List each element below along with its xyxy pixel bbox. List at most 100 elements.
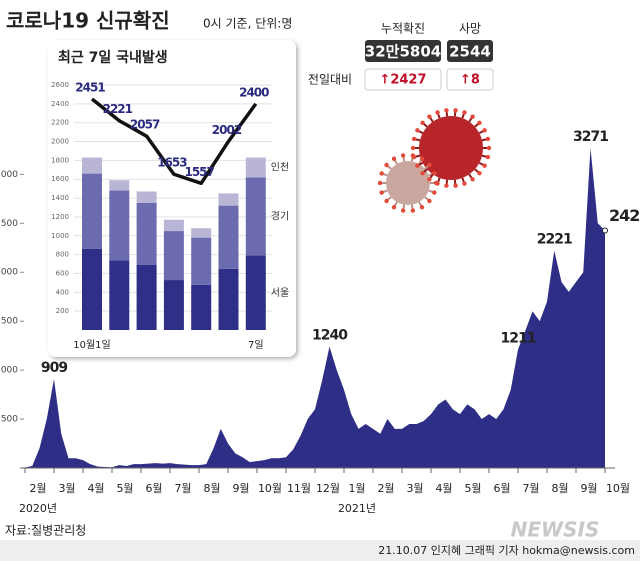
- x-tick-label: 6월: [493, 482, 510, 495]
- virus-spike-tip: [400, 153, 406, 158]
- x-tick-label: 4월: [87, 482, 104, 495]
- virus-spike-tip: [477, 170, 482, 176]
- cumulative-change-box: [364, 68, 442, 91]
- virus-spike-tip: [377, 180, 383, 186]
- cumulative-value: 32만5804: [365, 43, 441, 61]
- x-tick-label: 4월: [435, 482, 452, 495]
- x-tick-label: 10월1일: [73, 339, 111, 351]
- note: 0시 기준, 단위:명: [203, 17, 292, 31]
- main-chart: 500100015002000250030002월2020년3월4월5월6월7월…: [0, 129, 640, 515]
- x-tick-label: 3월: [406, 482, 423, 495]
- virus-spike-tip: [444, 183, 449, 188]
- y-tick-label: 1800: [51, 156, 69, 164]
- virus-spike-tip: [462, 110, 467, 115]
- virus-body: [386, 161, 430, 205]
- virus-spike-tip: [410, 208, 416, 213]
- virus-spike-tip: [435, 110, 440, 115]
- y-tick-label: 2400: [51, 100, 69, 108]
- data-label: 1240: [312, 328, 348, 344]
- y-tick-label: 200: [56, 307, 69, 315]
- virus-spike-tip: [410, 145, 416, 151]
- x-tick-label: 7일: [248, 339, 264, 351]
- x-tick-label: 3월: [58, 482, 75, 495]
- virus-spike-tip: [384, 198, 389, 204]
- virus-spike-tip: [420, 170, 425, 176]
- data-label: 2221: [537, 232, 572, 248]
- virus-spike-tip: [419, 205, 425, 210]
- virus-spike-tip: [485, 154, 491, 160]
- virus-spike-tip: [384, 162, 389, 168]
- y-tick-label: 2600: [51, 81, 69, 89]
- bar-segment: [191, 284, 212, 330]
- y-tick-label: 1200: [51, 213, 69, 221]
- y-tick-label: 2500: [0, 219, 18, 229]
- y-tick-label: 600: [56, 269, 69, 277]
- bar-segment: [109, 180, 130, 191]
- virus-spike-tip: [485, 136, 491, 142]
- change-label: 전일대비: [308, 73, 352, 87]
- y-tick-label: 1000: [51, 232, 69, 240]
- bar-segment: [109, 190, 130, 261]
- bar-segment: [109, 260, 130, 330]
- legend-label: 경기: [271, 209, 289, 222]
- legend-label: 인천: [271, 161, 289, 173]
- virus-spike-tip: [444, 108, 449, 113]
- x-tick-label: 5월: [464, 482, 481, 495]
- virus-spike-tip: [477, 120, 482, 126]
- x-tick-label: 8월: [203, 482, 220, 495]
- data-label: 1653: [157, 156, 187, 170]
- bar-segment: [245, 255, 266, 330]
- x-tick-label: 11월: [287, 482, 311, 495]
- virus-spike-tip: [470, 114, 475, 119]
- virus-spike-tip: [432, 190, 437, 195]
- data-label: 2002: [212, 123, 242, 137]
- bar-segment: [218, 205, 239, 269]
- virus-spike-tip: [462, 181, 467, 186]
- virus-spike-tip: [453, 183, 458, 188]
- virus-spike-tip: [435, 181, 440, 186]
- virus-spike-tip: [379, 190, 384, 195]
- x-tick-label: 9월: [580, 482, 597, 495]
- y-tick-label: 400: [56, 288, 69, 296]
- x-tick-label: 10월: [606, 482, 630, 495]
- credit: 21.10.07 인지혜 그래픽 기자 hokma@newsis.com: [378, 544, 635, 557]
- virus-spike-tip: [411, 136, 417, 142]
- bar-segment: [191, 237, 212, 285]
- virus-illustration: [377, 108, 492, 213]
- x-tick-label: 2월: [29, 482, 46, 495]
- deaths-change: ↑8: [460, 73, 480, 88]
- cumulative-label: 누적확진: [381, 22, 425, 36]
- virus-body: [419, 116, 483, 180]
- virus-spike-tip: [379, 171, 384, 176]
- x-tick-label: 8월: [551, 482, 568, 495]
- virus-spike-tip: [419, 156, 425, 161]
- line: [90, 97, 258, 186]
- virus-spike-tip: [415, 163, 420, 168]
- bar-segment: [218, 193, 239, 206]
- data-label: 2451: [75, 81, 105, 95]
- bar-segment: [245, 157, 266, 178]
- inset-chart: 최근 7일 국내발생 200 400 600 800 1000 1200 1400 1600 1…: [48, 40, 296, 357]
- y-tick-label: 3000: [0, 170, 18, 180]
- virus-spike-tip: [415, 128, 420, 133]
- cumulative-box: [365, 40, 441, 62]
- y-tick-label: 1000: [0, 366, 18, 376]
- virus-spike-tip: [470, 177, 475, 182]
- bar-segment: [136, 202, 157, 265]
- y-tick-label: 800: [56, 251, 69, 259]
- y-tick-label: 1600: [51, 175, 69, 183]
- legend-label: 서울: [271, 287, 289, 299]
- inset-title: 최근 7일 국내발생: [58, 49, 168, 66]
- y-tick-label: 2000: [0, 268, 18, 278]
- data-label: 2057: [130, 118, 160, 132]
- data-label: 2221: [103, 102, 133, 116]
- virus-spike-tip: [432, 171, 437, 176]
- virus-spike-tip: [427, 162, 432, 168]
- virus-spike-tip: [391, 205, 397, 210]
- virus-spike-tip: [482, 163, 487, 168]
- deaths-box: [447, 40, 493, 62]
- footer-band: [0, 540, 640, 561]
